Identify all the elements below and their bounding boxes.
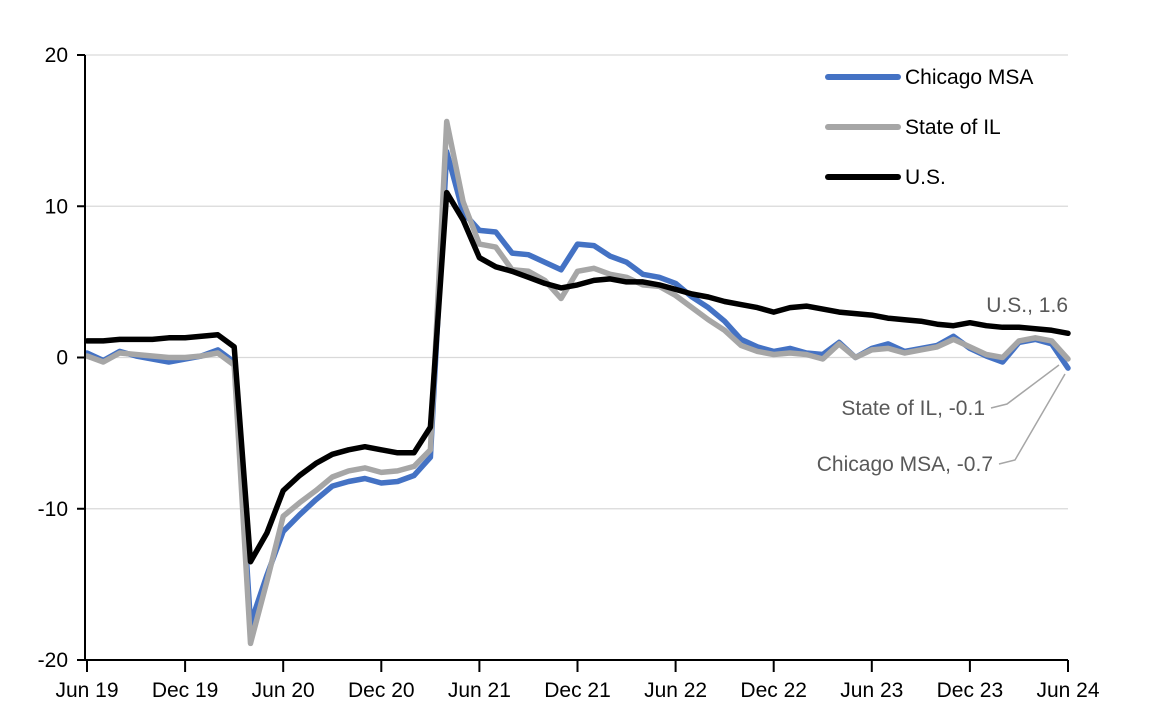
x-axis-tick-label-dec-19: Dec 19 (152, 679, 219, 702)
annotation-chicago-msa: Chicago MSA, -0.7 (817, 453, 993, 476)
y-axis-tick-label-0: 0 (56, 347, 68, 370)
y-axis-tick-label--10: -10 (38, 498, 68, 521)
annotation-state-of-il: State of IL, -0.1 (841, 397, 985, 420)
y-axis-tick-label--20: -20 (38, 649, 68, 672)
legend-label-u-s: U.S. (905, 166, 946, 189)
x-axis-tick-label-jun-22: Jun 22 (644, 679, 707, 702)
x-axis-tick-label-dec-21: Dec 21 (544, 679, 611, 702)
y-axis-tick-label-20: 20 (45, 44, 68, 67)
x-axis-tick-label-jun-21: Jun 21 (448, 679, 511, 702)
x-axis-tick-label-dec-23: Dec 23 (937, 679, 1004, 702)
series-line-state-of-il (84, 118, 1071, 647)
annotation-leader-chicago-msa (998, 373, 1066, 465)
annotation-leader-state-of-il (990, 364, 1060, 409)
x-axis-tick-label-jun-19: Jun 19 (55, 679, 118, 702)
legend-label-chicago-msa: Chicago MSA (905, 66, 1033, 89)
x-axis-tick-label-dec-20: Dec 20 (348, 679, 415, 702)
y-axis-tick-label-10: 10 (45, 195, 68, 218)
series-line-u-s (84, 189, 1071, 565)
x-axis-tick-label-jun-24: Jun 24 (1036, 679, 1099, 702)
x-axis-tick-label-jun-20: Jun 20 (252, 679, 315, 702)
x-axis-tick-label-dec-22: Dec 22 (740, 679, 807, 702)
annotation-u-s: U.S., 1.6 (986, 294, 1068, 317)
legend-label-state-of-il: State of IL (905, 116, 1001, 139)
x-axis-tick-label-jun-23: Jun 23 (840, 679, 903, 702)
